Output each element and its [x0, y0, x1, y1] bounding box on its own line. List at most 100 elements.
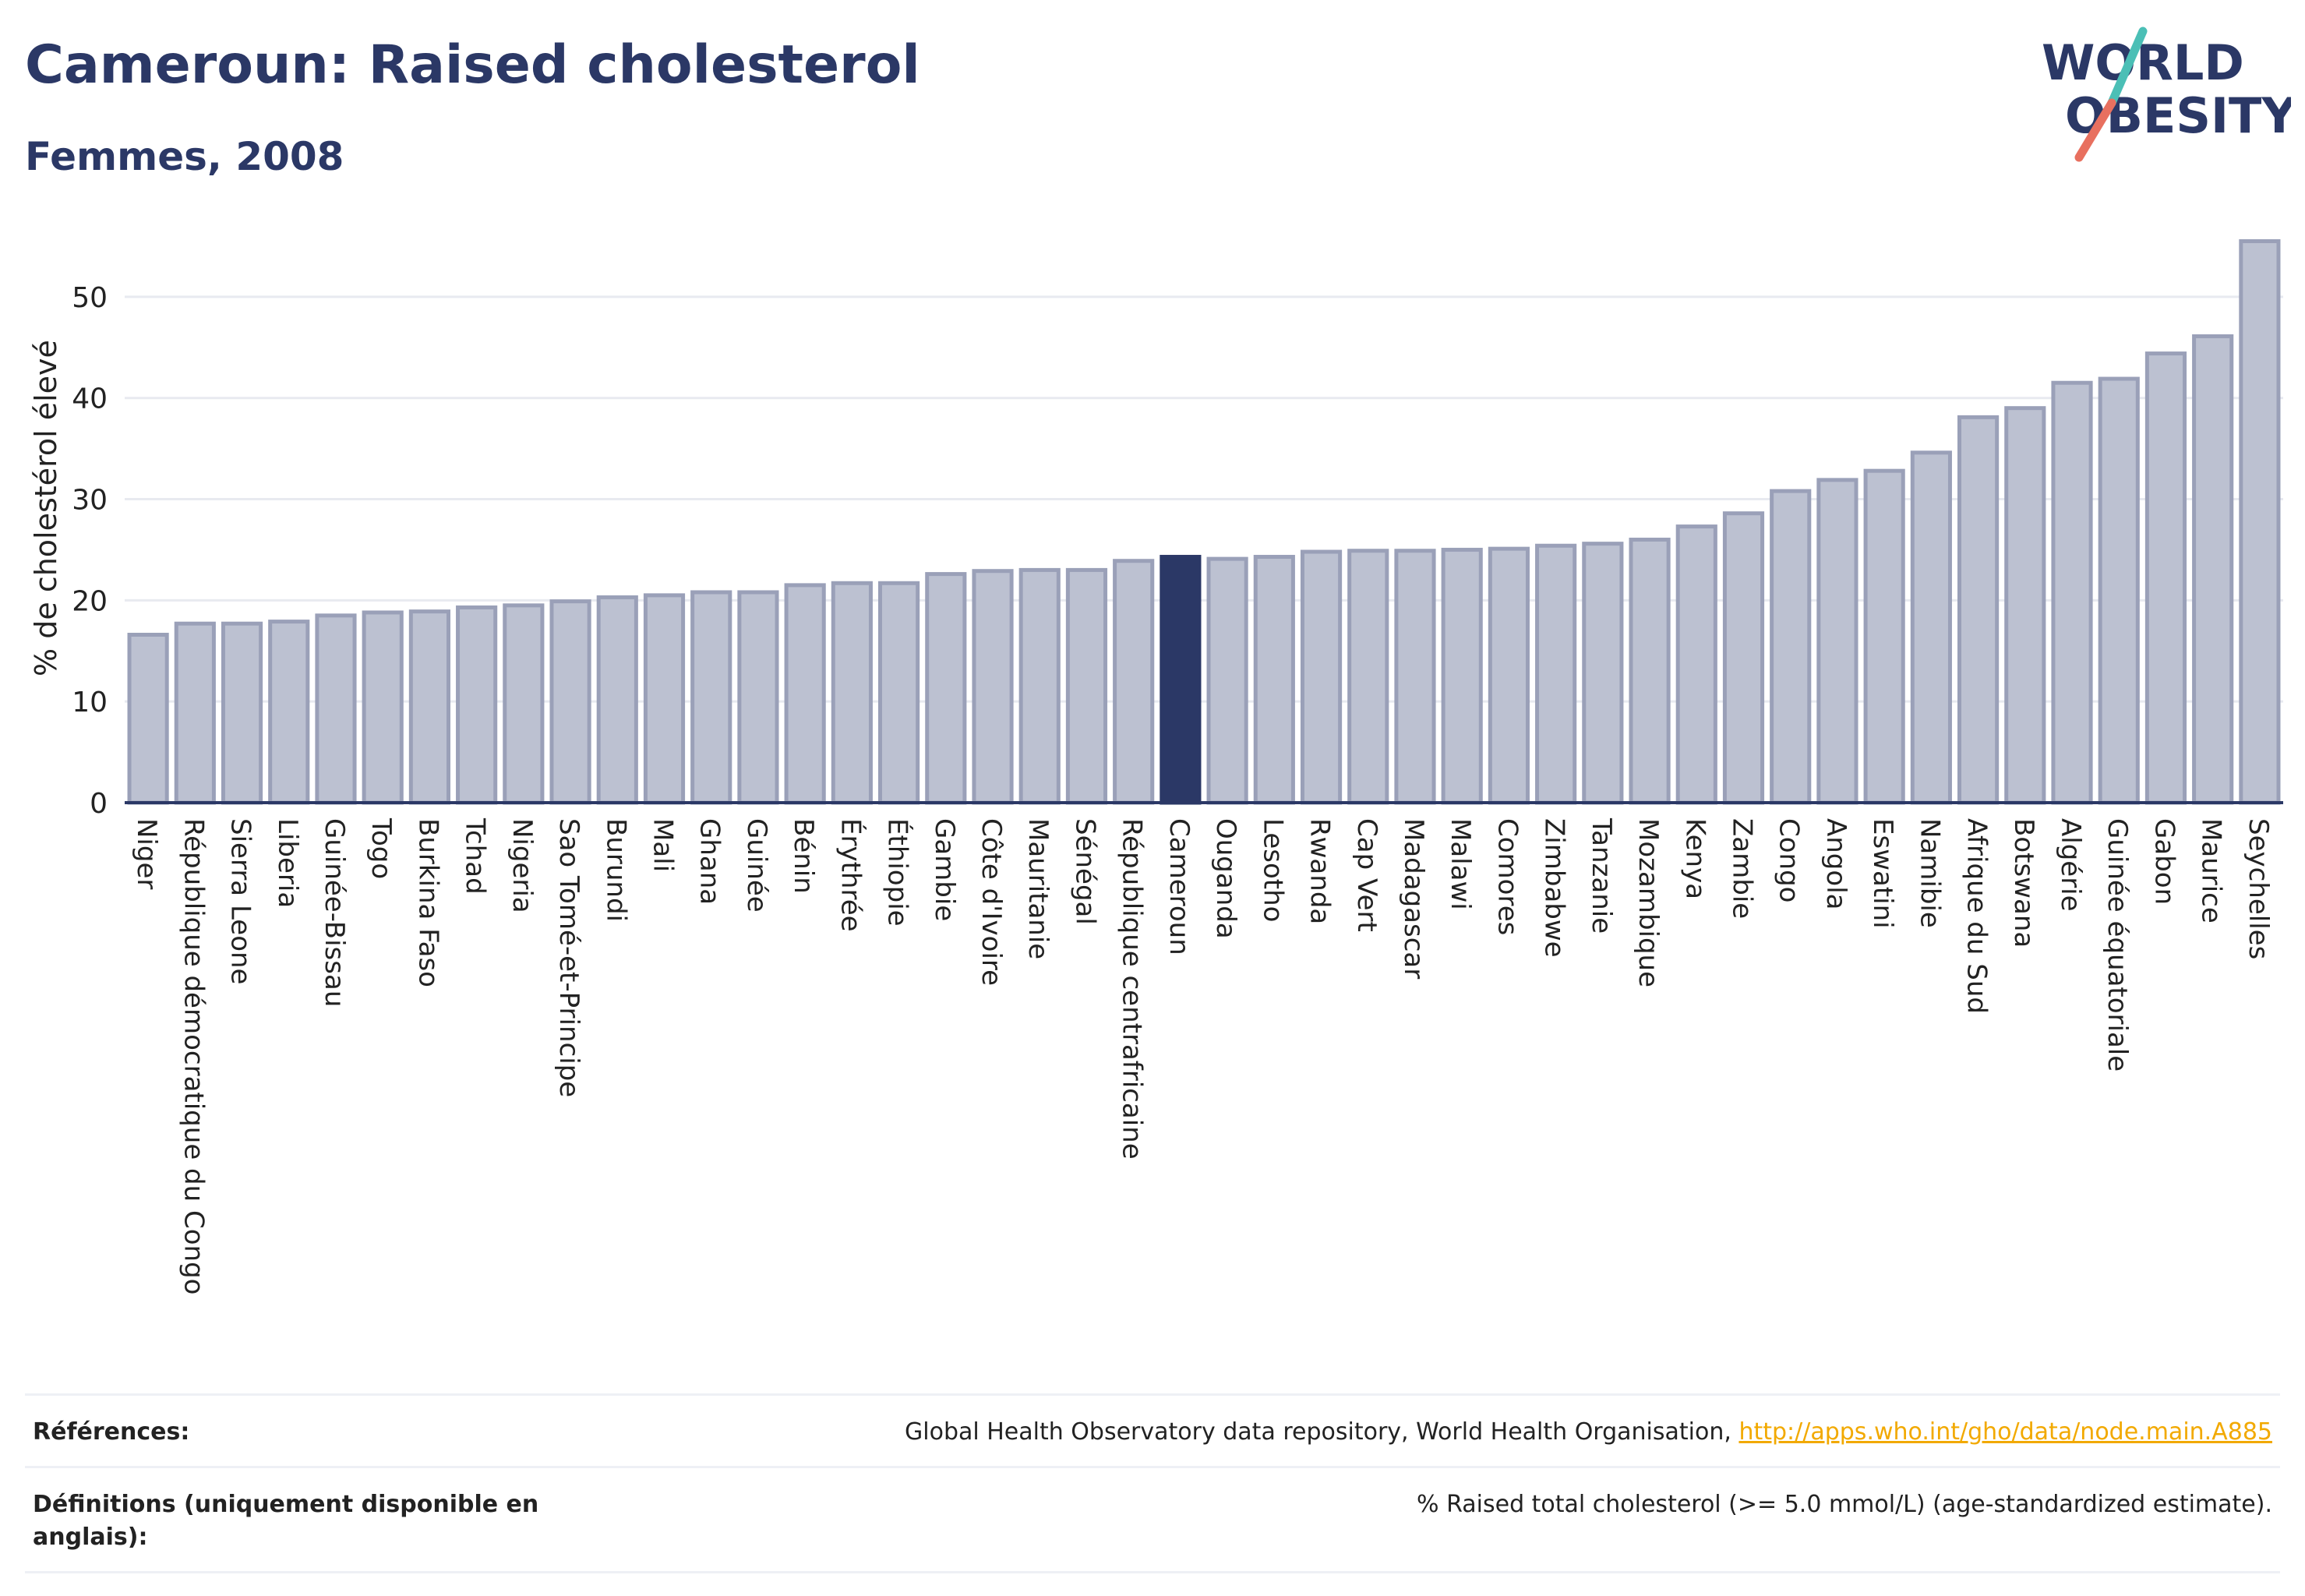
- bar-45[interactable]: [2239, 238, 2281, 805]
- bar-44[interactable]: [2192, 334, 2234, 805]
- chart-title: Cameroun: Raised cholesterol: [25, 34, 920, 96]
- x-tick-label: Nigeria: [507, 818, 538, 913]
- x-tick-label: Ouganda: [1210, 818, 1241, 939]
- x-tick-label: Côte d'Ivoire: [976, 818, 1007, 986]
- bar-13[interactable]: [737, 590, 779, 805]
- references-link[interactable]: http://apps.who.int/gho/data/node.main.A…: [1738, 1418, 2272, 1446]
- bar-2[interactable]: [221, 621, 263, 805]
- bar-33[interactable]: [1675, 524, 1717, 805]
- x-tick-label: Mali: [648, 818, 679, 872]
- references-text: Global Health Observatory data repositor…: [905, 1418, 1739, 1446]
- bar-38[interactable]: [1910, 450, 1952, 805]
- x-tick-label: Namibie: [1914, 818, 1945, 928]
- logo-slash-top: [2107, 26, 2148, 108]
- bar-16[interactable]: [878, 581, 920, 805]
- label-layer: 0 10 20 30 40 50 Niger République démocratique …: [72, 282, 2274, 1295]
- bar-24[interactable]: [1253, 555, 1295, 805]
- bar-36[interactable]: [1816, 478, 1858, 805]
- bar-10[interactable]: [596, 595, 638, 805]
- bar-15[interactable]: [831, 581, 873, 805]
- x-tick-label: Guinée-Bissau: [319, 818, 350, 1007]
- bar-23[interactable]: [1206, 556, 1248, 805]
- bar-31[interactable]: [1582, 542, 1624, 805]
- x-tick-label: Zambie: [1727, 818, 1758, 919]
- x-tick-label: République centrafricaine: [1117, 818, 1148, 1160]
- x-tick-label: Congo: [1774, 818, 1805, 902]
- bar-14[interactable]: [784, 583, 826, 805]
- x-tick-label: Cameroun: [1163, 818, 1195, 955]
- bar-19[interactable]: [1018, 567, 1061, 805]
- x-tick-label: Burkina Faso: [412, 818, 443, 987]
- x-tick-label: Cap Vert: [1351, 818, 1382, 932]
- bar-18[interactable]: [972, 569, 1014, 805]
- world-obesity-logo: WORLD OBESITY: [2042, 26, 2291, 162]
- y-tick-label: 30: [72, 485, 108, 517]
- bar-17[interactable]: [925, 572, 967, 805]
- x-tick-label: Tanzanie: [1586, 817, 1617, 934]
- bar-28[interactable]: [1441, 547, 1483, 805]
- chart-subtitle: Femmes, 2008: [25, 134, 344, 179]
- bar-39[interactable]: [1957, 415, 2000, 805]
- x-tick-label: Algérie: [2055, 818, 2086, 912]
- bar-34[interactable]: [1722, 511, 1765, 805]
- bar-0[interactable]: [127, 632, 169, 805]
- definitions-row: Définitions (uniquement disponible en an…: [25, 1466, 2280, 1573]
- bar-40[interactable]: [2004, 406, 2046, 805]
- y-tick-label: 50: [72, 282, 108, 314]
- bar-9[interactable]: [549, 599, 591, 805]
- x-tick-label: Mauritanie: [1022, 818, 1054, 959]
- bar-25[interactable]: [1300, 549, 1343, 805]
- x-tick-label: Togo: [365, 817, 397, 879]
- bar-21[interactable]: [1113, 559, 1155, 805]
- x-tick-label: Mozambique: [1633, 818, 1664, 987]
- bar-32[interactable]: [1629, 537, 1671, 805]
- x-tick-label: Éthiopie: [882, 818, 914, 927]
- definitions-label: Définitions (uniquement disponible en an…: [33, 1491, 539, 1551]
- x-tick-label: Burundi: [600, 818, 631, 922]
- x-tick-label: Eswatini: [1867, 818, 1898, 929]
- x-tick-label: Guinée: [741, 818, 772, 913]
- x-tick-label: Afrique du Sud: [1961, 818, 1993, 1014]
- bar-22[interactable]: [1160, 555, 1202, 805]
- bar-6[interactable]: [408, 609, 451, 805]
- x-tick-label: Tchad: [460, 817, 491, 895]
- bar-3[interactable]: [268, 620, 310, 805]
- x-tick-label: Niger: [131, 818, 162, 889]
- bar-41[interactable]: [2051, 380, 2093, 805]
- x-tick-label: Sao Tomé-et-Principe: [553, 818, 584, 1097]
- bar-20[interactable]: [1065, 567, 1108, 805]
- bar-5[interactable]: [362, 610, 404, 805]
- y-tick-label: 40: [72, 383, 108, 415]
- x-tick-label: Lesotho: [1257, 818, 1288, 922]
- x-tick-label: Rwanda: [1304, 818, 1336, 924]
- references-row: Références: Global Health Observatory da…: [25, 1393, 2280, 1466]
- bar-26[interactable]: [1347, 549, 1389, 805]
- x-tick-label: Bénin: [788, 818, 819, 894]
- bar-11[interactable]: [643, 593, 686, 805]
- bar-30[interactable]: [1535, 543, 1577, 805]
- bar-35[interactable]: [1770, 489, 1812, 805]
- x-tick-label: Maurice: [2196, 818, 2227, 923]
- bar-8[interactable]: [503, 603, 545, 805]
- bar-43[interactable]: [2144, 351, 2187, 805]
- x-tick-label: Guinée équatoriale: [2102, 818, 2133, 1072]
- bar-37[interactable]: [1863, 468, 1905, 805]
- bar-1[interactable]: [174, 621, 216, 805]
- bar-42[interactable]: [2098, 376, 2140, 805]
- x-tick-label: Liberia: [272, 818, 303, 908]
- bar-7[interactable]: [456, 605, 498, 805]
- x-tick-label: Gabon: [2148, 818, 2180, 905]
- x-tick-label: Malawi: [1445, 818, 1476, 910]
- x-tick-label: Kenya: [1679, 818, 1710, 899]
- x-tick-label: Comores: [1491, 818, 1523, 935]
- bar-4[interactable]: [315, 613, 357, 805]
- y-axis-title: % de cholestérol élevé: [29, 340, 63, 676]
- x-tick-label: Seychelles: [2243, 818, 2274, 959]
- bar-12[interactable]: [690, 590, 732, 805]
- bar-27[interactable]: [1394, 549, 1436, 805]
- bar-29[interactable]: [1488, 546, 1530, 805]
- x-tick-label: Sierra Leone: [225, 818, 256, 984]
- references-table: Références: Global Health Observatory da…: [25, 1393, 2280, 1573]
- references-label: Références:: [33, 1418, 190, 1446]
- x-tick-label: Madagascar: [1398, 818, 1429, 979]
